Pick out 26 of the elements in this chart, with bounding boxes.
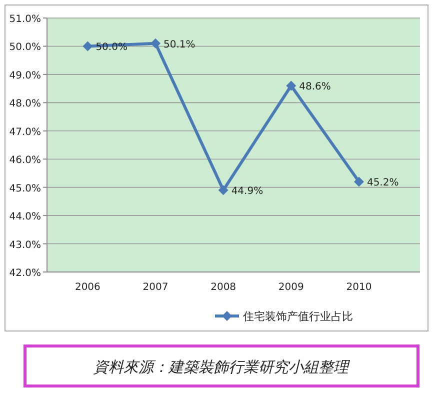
- y-tick-label: 49.0%: [9, 70, 41, 82]
- data-label: 45.2%: [366, 178, 399, 189]
- source-note: 資料來源：建築裝飾行業研究小組整理: [94, 358, 350, 376]
- point: [150, 38, 161, 48]
- y-tick-label: 47.0%: [9, 126, 41, 138]
- x-tick-label: 2007: [142, 282, 168, 293]
- point: [354, 176, 364, 187]
- point: [82, 41, 93, 52]
- x-tick-label: 2010: [346, 282, 372, 293]
- x-tick-label: 2009: [278, 282, 304, 293]
- y-tick-label: 50.0%: [9, 42, 41, 54]
- point: [218, 185, 228, 196]
- y-tick-label: 42.0%: [9, 268, 41, 279]
- data-label: 44.9%: [231, 186, 264, 198]
- point: [286, 80, 296, 91]
- x-tick-label: 2008: [210, 282, 236, 293]
- y-tick-label: 43.0%: [9, 240, 41, 251]
- y-tick-label: 51.0%: [9, 14, 41, 25]
- data-label: 48.6%: [299, 82, 331, 93]
- legend-label: 住宅装饰产值行业占比: [243, 310, 353, 323]
- x-tick-label: 2006: [74, 282, 100, 293]
- y-tick-label: 44.0%: [9, 212, 41, 223]
- y-tick-label: 46.0%: [9, 155, 41, 166]
- y-tick-label: 45.0%: [9, 183, 41, 194]
- data-label: 50.1%: [164, 39, 196, 50]
- y-tick-label: 48.0%: [9, 98, 41, 110]
